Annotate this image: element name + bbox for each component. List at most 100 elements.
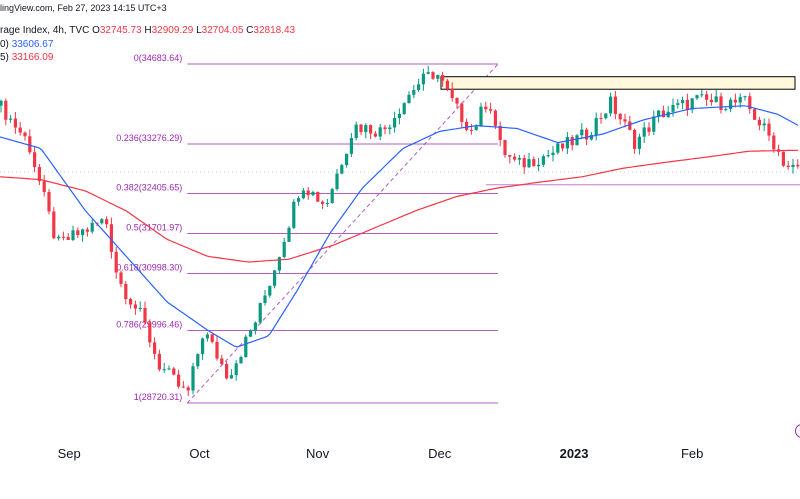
candle-body <box>450 88 454 98</box>
candle-body <box>33 152 37 168</box>
ma-fast-value: 33606.67 <box>11 39 54 50</box>
candle-body <box>282 241 286 258</box>
candle-body <box>661 110 665 118</box>
candle-body <box>445 80 449 89</box>
candle-body <box>412 89 416 95</box>
ohlc-close: 32818.43 <box>253 25 296 36</box>
candle-body <box>695 95 699 99</box>
candle-body <box>57 236 61 239</box>
x-axis-label: Sep <box>57 446 81 461</box>
ma-fast-legend: 0) 33606.67 <box>0 39 53 50</box>
symbol-title: rage Index, 4h, TVC <box>0 25 90 36</box>
candle-body <box>52 211 56 239</box>
candle-body <box>172 368 176 375</box>
candle-body <box>167 368 171 370</box>
candle-body <box>772 135 776 150</box>
symbol-ohlc-line: rage Index, 4h, TVC O32745.73 H32909.29 … <box>0 25 295 36</box>
candle-body <box>196 354 200 367</box>
candle-body <box>748 96 752 110</box>
candle-body <box>469 129 473 131</box>
x-axis-label: 2023 <box>559 446 589 461</box>
candle-body <box>297 198 301 202</box>
candle-body <box>705 94 709 100</box>
candle-body <box>143 307 147 323</box>
candle-body <box>580 129 584 136</box>
candle-body <box>767 123 771 136</box>
candle-body <box>369 125 373 134</box>
ma-slow-line <box>0 149 798 263</box>
ma-fast-line <box>0 105 799 348</box>
candle-body <box>306 190 310 196</box>
candle-body <box>325 203 329 205</box>
candle-body <box>431 72 435 79</box>
candle-body <box>681 99 685 104</box>
candle-body <box>9 118 13 120</box>
ma-fast-prefix: 0) <box>0 39 9 50</box>
candle-body <box>225 363 229 379</box>
candle-body <box>191 366 195 391</box>
ohlc-close-label: C <box>246 25 254 36</box>
candle-body <box>378 127 382 137</box>
candle-body <box>359 124 363 133</box>
candle-body <box>709 99 713 103</box>
candle-body <box>796 164 800 167</box>
candle-body <box>609 96 613 114</box>
candle-body <box>177 374 181 387</box>
candle-body <box>652 116 656 132</box>
candle-body <box>637 136 641 149</box>
candle-body <box>460 103 464 122</box>
candle-body <box>61 236 65 238</box>
candle-body <box>421 73 425 85</box>
candle-body <box>474 126 478 131</box>
candle-body <box>556 143 560 153</box>
candle-body <box>364 125 368 133</box>
candle-body <box>90 222 94 232</box>
candle-body <box>700 94 704 96</box>
candle-body <box>335 173 339 190</box>
ma-slow-legend: 5) 33166.09 <box>0 52 53 63</box>
candle-body <box>249 330 253 337</box>
candle-body <box>465 121 469 130</box>
candle-body <box>18 127 22 133</box>
candle-body <box>781 151 785 166</box>
candle-body <box>565 137 569 149</box>
candle-body <box>210 334 214 342</box>
candle-body <box>263 295 267 304</box>
candle-body <box>690 98 694 110</box>
candle-body <box>493 110 497 126</box>
candle-body <box>138 307 142 309</box>
candle-body <box>37 167 41 182</box>
resistance-zone <box>440 76 796 90</box>
candle-body <box>733 99 737 103</box>
candle-body <box>23 132 27 137</box>
candle-body <box>527 159 531 168</box>
fib-level-label: 0.5(31701.97) <box>126 223 182 233</box>
candle-body <box>76 230 80 236</box>
candle-body <box>105 219 109 225</box>
candle-body <box>349 138 353 154</box>
candle-body <box>287 227 291 242</box>
candle-body <box>685 99 689 110</box>
candle-body <box>388 127 392 130</box>
candle-body <box>618 113 622 120</box>
candle-body <box>503 140 507 156</box>
candle-body <box>354 124 358 139</box>
candle-body <box>0 100 3 106</box>
candle-body <box>186 387 190 391</box>
ohlc-high-label: H <box>144 25 152 36</box>
candle-body <box>541 156 545 165</box>
candle-body <box>570 137 574 146</box>
candle-body <box>133 304 137 309</box>
ma-slow-value: 33166.09 <box>11 52 54 63</box>
fib-level-label: 0.236(33276.29) <box>116 133 182 143</box>
x-axis-label: Feb <box>680 446 704 461</box>
candle-body <box>100 219 104 224</box>
candle-body <box>561 143 565 149</box>
candle-body <box>589 134 593 140</box>
candle-body <box>546 155 550 157</box>
candle-body <box>13 118 17 128</box>
candle-body <box>407 94 411 104</box>
candle-body <box>436 75 440 79</box>
candle-body <box>714 96 718 103</box>
